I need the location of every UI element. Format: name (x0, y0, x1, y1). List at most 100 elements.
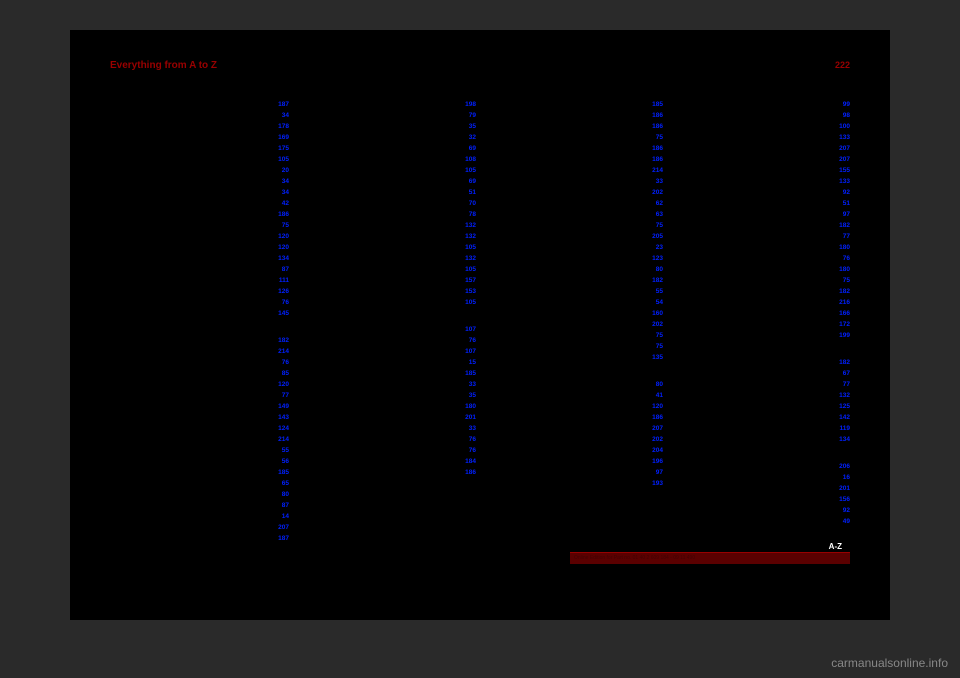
entry-page-link[interactable]: 69 (466, 144, 476, 154)
entry-page-link[interactable]: 120 (275, 232, 289, 242)
entry-page-link[interactable]: 87 (279, 501, 289, 511)
entry-page-link[interactable]: 166 (836, 309, 850, 319)
entry-page-link[interactable]: 51 (466, 188, 476, 198)
entry-page-link[interactable]: 80 (653, 265, 663, 275)
entry-page-link[interactable]: 105 (462, 298, 476, 308)
entry-page-link[interactable]: 186 (649, 413, 663, 423)
entry-page-link[interactable]: 207 (836, 144, 850, 154)
entry-page-link[interactable]: 207 (649, 424, 663, 434)
entry-page-link[interactable]: 206 (836, 462, 850, 472)
entry-page-link[interactable]: 55 (279, 446, 289, 456)
entry-page-link[interactable]: 182 (836, 221, 850, 231)
entry-page-link[interactable]: 155 (836, 166, 850, 176)
entry-page-link[interactable]: 20 (279, 166, 289, 176)
entry-page-link[interactable]: 77 (840, 380, 850, 390)
entry-page-link[interactable]: 185 (462, 369, 476, 379)
entry-page-link[interactable]: 175 (275, 144, 289, 154)
entry-page-link[interactable]: 92 (840, 506, 850, 516)
entry-page-link[interactable]: 75 (653, 331, 663, 341)
entry-page-link[interactable]: 100 (836, 122, 850, 132)
entry-page-link[interactable]: 32 (466, 133, 476, 143)
entry-page-link[interactable]: 142 (836, 413, 850, 423)
entry-page-link[interactable]: 187 (275, 100, 289, 110)
entry-page-link[interactable]: 207 (836, 155, 850, 165)
entry-page-link[interactable]: 76 (466, 446, 476, 456)
entry-page-link[interactable]: 184 (462, 457, 476, 467)
entry-page-link[interactable]: 132 (462, 221, 476, 231)
entry-page-link[interactable]: 186 (275, 210, 289, 220)
entry-page-link[interactable]: 105 (462, 265, 476, 275)
entry-page-link[interactable]: 87 (279, 265, 289, 275)
entry-page-link[interactable]: 77 (279, 391, 289, 401)
entry-page-link[interactable]: 76 (840, 254, 850, 264)
entry-page-link[interactable]: 186 (649, 144, 663, 154)
entry-page-link[interactable]: 108 (462, 155, 476, 165)
entry-page-link[interactable]: 33 (466, 424, 476, 434)
entry-page-link[interactable]: 98 (840, 111, 850, 121)
entry-page-link[interactable]: 180 (836, 243, 850, 253)
entry-page-link[interactable]: 105 (275, 155, 289, 165)
entry-page-link[interactable]: 111 (276, 276, 289, 286)
entry-page-link[interactable]: 186 (649, 111, 663, 121)
entry-page-link[interactable]: 56 (279, 457, 289, 467)
entry-page-link[interactable]: 55 (653, 287, 663, 297)
entry-page-link[interactable]: 85 (279, 369, 289, 379)
entry-page-link[interactable]: 105 (462, 166, 476, 176)
entry-page-link[interactable]: 160 (649, 309, 663, 319)
entry-page-link[interactable]: 182 (649, 276, 663, 286)
entry-page-link[interactable]: 149 (275, 402, 289, 412)
entry-page-link[interactable]: 172 (836, 320, 850, 330)
entry-page-link[interactable]: 97 (840, 210, 850, 220)
entry-page-link[interactable]: 214 (275, 347, 289, 357)
entry-page-link[interactable]: 78 (466, 210, 476, 220)
entry-page-link[interactable]: 135 (649, 353, 663, 363)
entry-page-link[interactable]: 193 (649, 479, 663, 489)
entry-page-link[interactable]: 34 (279, 111, 289, 121)
entry-page-link[interactable]: 185 (649, 100, 663, 110)
entry-page-link[interactable]: 33 (653, 177, 663, 187)
entry-page-link[interactable]: 76 (279, 358, 289, 368)
entry-page-link[interactable]: 216 (836, 298, 850, 308)
entry-page-link[interactable]: 75 (840, 276, 850, 286)
entry-page-link[interactable]: 202 (649, 188, 663, 198)
entry-page-link[interactable]: 54 (653, 298, 663, 308)
entry-page-link[interactable]: 75 (653, 221, 663, 231)
entry-page-link[interactable]: 69 (466, 177, 476, 187)
entry-page-link[interactable]: 35 (466, 391, 476, 401)
entry-page-link[interactable]: 23 (653, 243, 663, 253)
entry-page-link[interactable]: 153 (462, 287, 476, 297)
entry-page-link[interactable]: 67 (840, 369, 850, 379)
entry-page-link[interactable]: 34 (279, 188, 289, 198)
entry-page-link[interactable]: 75 (653, 133, 663, 143)
entry-page-link[interactable]: 205 (649, 232, 663, 242)
entry-page-link[interactable]: 70 (466, 199, 476, 209)
entry-page-link[interactable]: 35 (466, 122, 476, 132)
entry-page-link[interactable]: 34 (279, 177, 289, 187)
entry-page-link[interactable]: 41 (653, 391, 663, 401)
entry-page-link[interactable]: 49 (840, 517, 850, 527)
entry-page-link[interactable]: 107 (462, 347, 476, 357)
entry-page-link[interactable]: 125 (836, 402, 850, 412)
entry-page-link[interactable]: 145 (275, 309, 289, 319)
entry-page-link[interactable]: 124 (275, 424, 289, 434)
entry-page-link[interactable]: 182 (275, 336, 289, 346)
entry-page-link[interactable]: 80 (279, 490, 289, 500)
entry-page-link[interactable]: 182 (836, 287, 850, 297)
entry-page-link[interactable]: 107 (462, 325, 476, 335)
entry-page-link[interactable]: 120 (275, 380, 289, 390)
entry-page-link[interactable]: 16 (840, 473, 850, 483)
entry-page-link[interactable]: 75 (279, 221, 289, 231)
entry-page-link[interactable]: 134 (836, 435, 850, 445)
entry-page-link[interactable]: 77 (840, 232, 850, 242)
entry-page-link[interactable]: 180 (462, 402, 476, 412)
entry-page-link[interactable]: 119 (837, 424, 851, 434)
entry-page-link[interactable]: 33 (466, 380, 476, 390)
entry-page-link[interactable]: 196 (649, 457, 663, 467)
entry-page-link[interactable]: 185 (275, 468, 289, 478)
entry-page-link[interactable]: 132 (462, 232, 476, 242)
entry-page-link[interactable]: 42 (279, 199, 289, 209)
entry-page-link[interactable]: 201 (462, 413, 476, 423)
entry-page-link[interactable]: 105 (462, 243, 476, 253)
entry-page-link[interactable]: 187 (275, 534, 289, 544)
entry-page-link[interactable]: 143 (275, 413, 289, 423)
